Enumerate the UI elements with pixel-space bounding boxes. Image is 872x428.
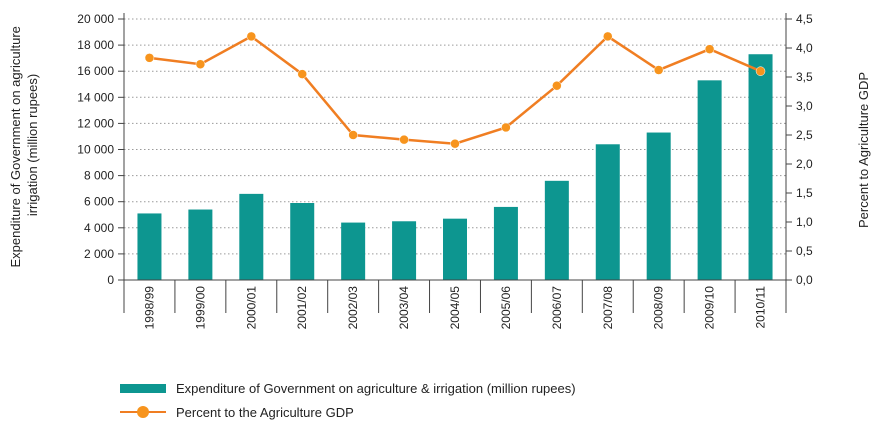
left-axis-title: Expenditure of Government on agriculture… <box>8 23 40 268</box>
bar <box>544 180 569 280</box>
bar <box>697 80 722 281</box>
x-tick-label: 2010/11 <box>754 286 768 329</box>
line-point <box>501 122 511 133</box>
chart: 0 2 000 4 000 6 000 8 000 10 000 12 000 14 000 1… <box>8 12 871 330</box>
bar <box>137 213 162 280</box>
bar <box>646 132 671 280</box>
line-point <box>195 59 206 69</box>
right-tick-label: 1,0 <box>796 215 813 229</box>
right-tick-label: 0,5 <box>796 244 813 258</box>
x-tick-label: 2007/08 <box>601 286 615 330</box>
x-tick-label: 2001/02 <box>295 286 309 330</box>
bar <box>748 54 773 280</box>
legend-bar-label: Expenditure of Government on agriculture… <box>176 380 576 396</box>
bar <box>188 209 213 280</box>
x-tick-label: 2002/03 <box>346 286 360 330</box>
left-tick-label: 0 <box>107 273 114 287</box>
legend-item-line: Percent to the Agriculture GDP <box>120 400 576 424</box>
left-tick-label: 8 000 <box>84 169 114 183</box>
left-tick-label: 10 000 <box>77 143 114 157</box>
line-point <box>246 31 257 42</box>
bar <box>392 221 417 280</box>
bar <box>443 218 467 280</box>
line-point <box>144 53 155 63</box>
right-tick-label: 3,5 <box>796 70 813 84</box>
bar <box>239 193 264 280</box>
right-axis-ticks: 0,0 0,5 1,0 1,5 2,0 2,5 3,0 3,5 4,0 4,5 <box>786 12 813 287</box>
line-point <box>603 31 613 42</box>
bar <box>493 206 518 280</box>
line-path <box>149 34 762 145</box>
legend-line-label: Percent to the Agriculture GDP <box>176 404 354 420</box>
right-tick-label: 2,5 <box>796 128 813 142</box>
legend: Expenditure of Government on agriculture… <box>120 376 576 424</box>
x-tick-label: 2000/01 <box>244 286 258 330</box>
x-tick-label: 2004/05 <box>448 286 462 330</box>
right-tick-label: 4,0 <box>796 41 813 55</box>
x-tick-label: 1998/99 <box>142 286 156 330</box>
line-point <box>755 66 766 76</box>
x-tick-label: 2006/07 <box>550 286 564 330</box>
x-tick-label: 2008/09 <box>652 286 666 330</box>
line-series <box>144 31 766 149</box>
x-tick-label: 2003/04 <box>397 286 411 330</box>
x-tick-label: 2005/06 <box>499 286 513 330</box>
right-tick-label: 1,5 <box>796 186 813 200</box>
left-tick-label: 4 000 <box>84 221 114 235</box>
x-tick-label: 1999/00 <box>193 286 207 330</box>
left-tick-label: 18 000 <box>77 38 114 52</box>
bar <box>341 222 366 280</box>
left-tick-label: 16 000 <box>77 64 114 78</box>
line-point <box>450 138 460 149</box>
left-tick-label: 6 000 <box>84 195 114 209</box>
right-tick-label: 0,0 <box>796 273 813 287</box>
line-point <box>653 65 664 75</box>
legend-line-swatch <box>120 405 166 419</box>
legend-bar-swatch <box>120 383 166 393</box>
right-tick-label: 4,5 <box>796 12 813 26</box>
bar <box>595 144 620 280</box>
line-point <box>704 44 715 54</box>
line-point <box>399 134 409 145</box>
left-tick-label: 12 000 <box>77 116 114 130</box>
right-tick-label: 3,0 <box>796 99 813 113</box>
line-point <box>348 130 358 140</box>
x-tick-label: 2009/10 <box>703 286 717 330</box>
bar <box>290 203 315 280</box>
left-tick-label: 14 000 <box>77 90 114 104</box>
legend-item-bars: Expenditure of Government on agriculture… <box>120 376 576 400</box>
left-tick-label: 20 000 <box>77 12 114 26</box>
left-tick-label: 2 000 <box>84 247 114 261</box>
axes <box>123 13 787 281</box>
line-point <box>552 80 562 91</box>
right-tick-label: 2,0 <box>796 157 813 171</box>
x-axis-ticks: 1998/99 1999/00 2000/01 2001/02 2002/03 2003/… <box>123 280 787 330</box>
bar-series <box>137 54 773 281</box>
left-axis-ticks: 0 2 000 4 000 6 000 8 000 10 000 12 000 14 000 1… <box>77 12 124 287</box>
line-point <box>297 69 307 79</box>
right-axis-title: Percent to Agriculture GDP <box>856 72 871 228</box>
